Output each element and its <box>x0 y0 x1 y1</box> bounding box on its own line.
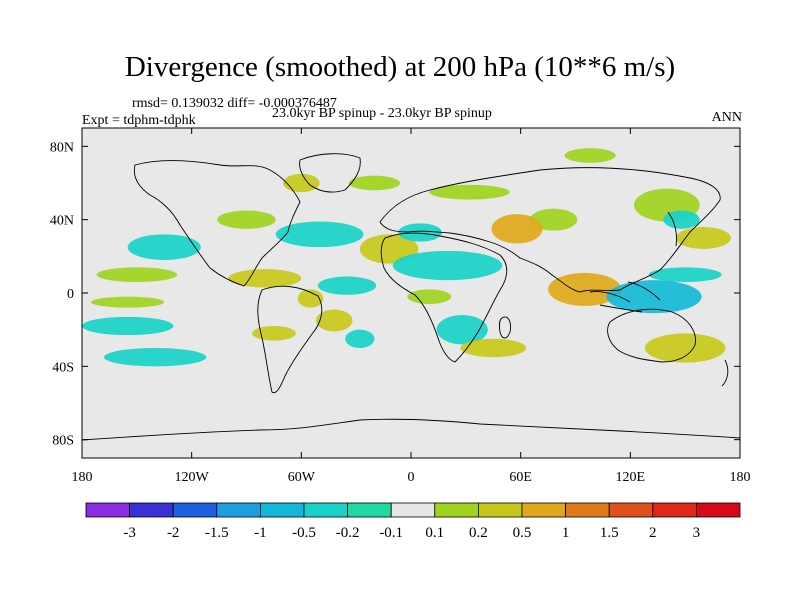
y-tick-label: 40N <box>50 214 74 229</box>
coast-indonesia <box>589 281 661 313</box>
anomaly-region <box>564 148 616 163</box>
colorbar-label: -3 <box>123 525 136 541</box>
colorbar-label: -2 <box>167 525 180 541</box>
x-tick-label: 120W <box>175 470 210 485</box>
experiment-label: Expt = tdphm-tdphk <box>82 113 196 128</box>
anomaly-region <box>491 214 543 244</box>
anomaly-region <box>548 272 622 306</box>
x-tick-label: 0 <box>408 470 415 485</box>
anomaly-region <box>297 289 324 308</box>
anomaly-region <box>82 316 174 336</box>
colorbar-swatch <box>696 502 741 518</box>
coast-eurasia <box>379 167 721 293</box>
stats-label: rmsd= 0.139032 diff= -0.000376487 <box>132 96 337 111</box>
colorbar-swatch <box>347 502 392 518</box>
colorbar-swatch <box>259 502 305 518</box>
coast-africa <box>380 232 508 363</box>
x-tick-label: 180 <box>730 470 751 485</box>
anomaly-region <box>127 234 201 260</box>
y-tick-label: 40S <box>52 360 74 375</box>
anomaly-region <box>96 267 178 282</box>
colorbar-label: -1 <box>254 525 267 541</box>
coastlines <box>82 153 740 441</box>
anomaly-region <box>283 173 320 193</box>
coast-greenland <box>299 153 361 193</box>
anomaly-region <box>217 210 276 229</box>
coast-new-zealand <box>721 359 729 387</box>
anomaly-region <box>398 223 443 242</box>
anomaly-region <box>663 210 700 229</box>
colorbar-swatch <box>85 502 130 518</box>
coast-japan <box>667 211 677 247</box>
colorbar-swatch <box>477 502 523 518</box>
anomaly-region <box>348 175 401 191</box>
colorbar-label: 1 <box>562 525 570 541</box>
anomaly-region <box>429 184 510 200</box>
anomaly-region <box>606 280 702 314</box>
colorbar-swatch <box>565 502 610 518</box>
colorbar-swatch <box>129 502 174 518</box>
coast-south-america <box>257 285 323 394</box>
anomaly-region <box>275 221 364 248</box>
colorbar-label: -1.5 <box>205 525 229 541</box>
colorbar-label: 0.5 <box>513 525 532 541</box>
colorbar-swatch <box>608 502 654 518</box>
anomaly-region <box>317 276 377 295</box>
colorbar-swatch <box>521 502 566 518</box>
colorbar-label: 0.1 <box>425 525 444 541</box>
colorbar-label: 3 <box>693 525 701 541</box>
anomaly-region <box>345 329 375 349</box>
colorbar-swatch <box>216 502 261 518</box>
y-tick-label: 80S <box>52 434 74 449</box>
coast-antarctica <box>82 418 740 441</box>
anomaly-region <box>91 296 165 308</box>
x-tick-label: 120E <box>616 470 646 485</box>
colorbar-label: -0.1 <box>379 525 403 541</box>
colorbar-swatch <box>303 502 348 518</box>
y-tick-label: 0 <box>67 287 74 302</box>
anomaly-region <box>644 333 726 363</box>
x-tick-label: 180 <box>72 470 93 485</box>
coast-north-america <box>133 160 301 287</box>
colorbar-swatch <box>434 502 479 518</box>
colorbar-label: -0.5 <box>292 525 316 541</box>
chart-subtitle: 23.0kyr BP spinup - 23.0kyr BP spinup <box>272 106 492 121</box>
anomaly-region <box>407 289 452 304</box>
colorbar-label: 1.5 <box>600 525 619 541</box>
x-tick-label: 60W <box>288 470 316 485</box>
colorbar-swatch <box>652 502 697 518</box>
chart-title: Divergence (smoothed) at 200 hPa (10**6 … <box>124 51 676 83</box>
y-tick-label: 80N <box>50 140 74 155</box>
colorbar-label: 0.2 <box>469 525 488 541</box>
season-label: ANN <box>711 110 742 125</box>
coast-australia <box>607 308 696 363</box>
anomaly-region <box>103 348 207 367</box>
anomaly-region <box>315 309 353 332</box>
anomaly-region <box>676 227 731 249</box>
x-tick-label: 60E <box>509 470 532 485</box>
coast-madagascar <box>498 316 511 339</box>
colorbar-swatch <box>390 502 436 518</box>
colorbar-label: -0.2 <box>336 525 360 541</box>
anomaly-region <box>648 267 722 282</box>
anomaly-region <box>392 250 503 281</box>
anomaly-region <box>359 234 419 264</box>
anomaly-region <box>460 338 527 358</box>
colorbar-swatch <box>172 502 218 518</box>
colorbar-label: 2 <box>649 525 657 541</box>
anomaly-region <box>251 326 296 341</box>
